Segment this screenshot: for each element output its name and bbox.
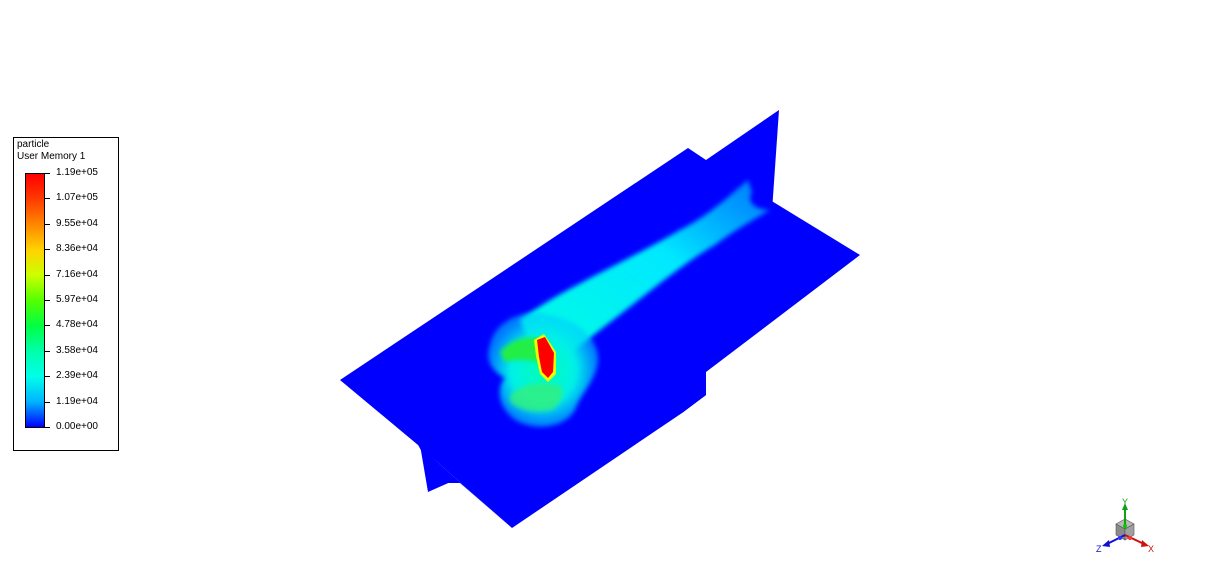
plane-edge: [658, 372, 706, 413]
axis-triad[interactable]: Y X Z: [1090, 498, 1160, 558]
ground-plane: [340, 148, 860, 528]
z-axis-arrow: [1106, 534, 1126, 545]
legend-tick-mark: [45, 427, 50, 428]
legend-tick-mark: [45, 300, 50, 301]
legend-tick-label: 4.78e+04: [56, 319, 98, 331]
colorbar: [25, 173, 45, 428]
y-axis-label: Y: [1122, 498, 1128, 507]
legend-tick-label: 5.97e+04: [56, 294, 98, 305]
origin-marker-z: [1118, 536, 1122, 540]
legend-tick-mark: [45, 350, 50, 352]
z-axis-label: Z: [1096, 544, 1102, 554]
legend-tick-mark: [45, 223, 50, 225]
legend-tick-mark: [45, 198, 50, 200]
legend-tick-mark: [45, 325, 50, 327]
legend-tick-label: 1.19e+05: [56, 167, 98, 178]
plane-edge: [418, 445, 512, 528]
legend-tick-label: 3.58e+04: [56, 344, 98, 356]
legend-tick-label: 8.36e+04: [56, 243, 98, 255]
plume-tail: [520, 180, 770, 370]
contour-band-green: [510, 383, 563, 412]
origin-marker-x: [1128, 536, 1132, 540]
origin-marker-y: [1123, 524, 1127, 528]
legend-tick-mark: [45, 173, 50, 174]
legend-title-phase: particle: [17, 139, 50, 150]
legend-tick-mark: [45, 401, 50, 403]
x-axis-arrowhead: [1141, 540, 1149, 547]
legend-tick-label: 7.16e+04: [56, 268, 98, 280]
color-legend[interactable]: particle User Memory 1 1.19e+05 1.07e+05 9…: [13, 137, 119, 451]
legend-tick-mark: [45, 249, 50, 251]
legend-tick-label: 0.00e+00: [56, 421, 98, 432]
legend-tick-label: 1.19e+04: [56, 395, 98, 407]
legend-tick-label: 9.55e+04: [56, 217, 98, 229]
legend-title-variable: User Memory 1: [17, 151, 86, 162]
x-axis-label: X: [1148, 544, 1154, 554]
hotspot-region: [537, 337, 554, 378]
legend-tick-mark: [45, 376, 50, 378]
z-axis-arrowhead: [1102, 540, 1110, 547]
legend-tick-mark: [45, 274, 50, 276]
legend-tick-label: 2.39e+04: [56, 370, 98, 382]
x-axis-arrow: [1124, 534, 1145, 545]
y-axis-arrowhead: [1122, 503, 1128, 510]
legend-tick-label: 1.07e+05: [56, 192, 98, 204]
